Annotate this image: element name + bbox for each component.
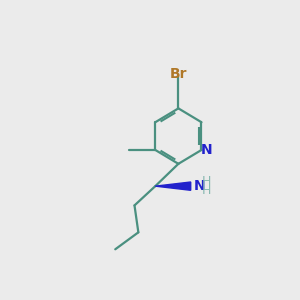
Text: N: N [194,179,205,193]
Text: N: N [201,143,212,157]
Text: Br: Br [169,67,187,81]
Polygon shape [155,182,191,190]
Text: H: H [201,184,211,197]
Text: H: H [201,175,211,188]
